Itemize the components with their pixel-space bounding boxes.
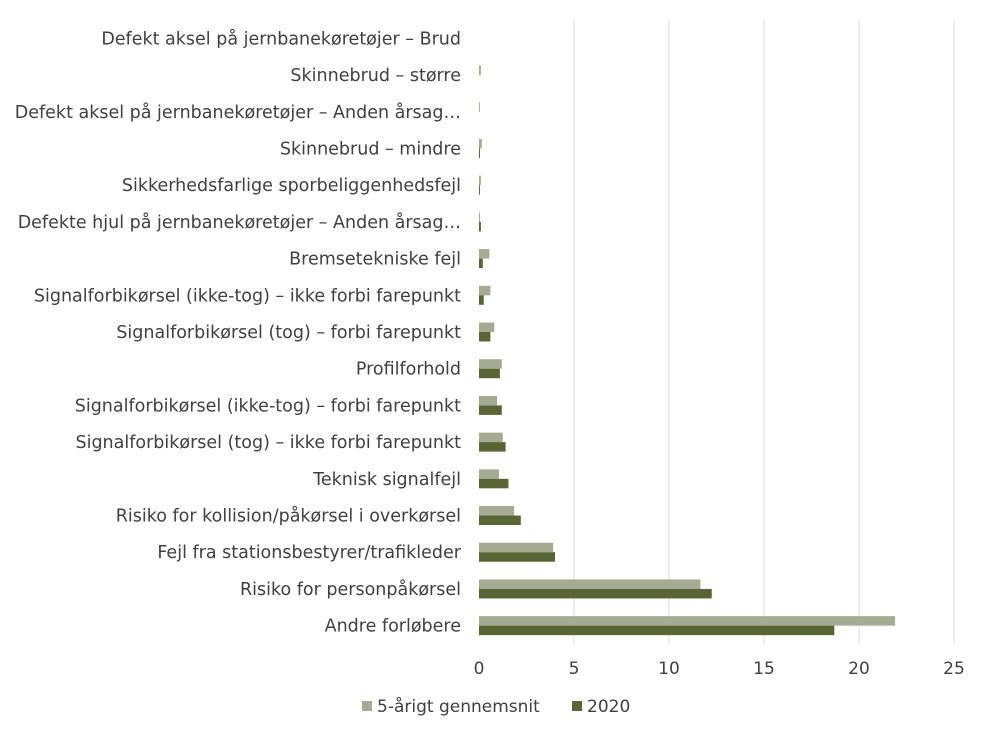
bar-2020	[479, 588, 712, 599]
category-label: Signalforbikørsel (ikke-tog) – forbi far…	[75, 396, 461, 416]
bar-5yr-avg	[479, 322, 495, 332]
x-tick-label: 20	[848, 659, 870, 679]
legend-label-5yr: 5-årigt gennemsnit	[377, 696, 540, 717]
bar-5yr-avg	[479, 249, 490, 259]
bar-5yr-avg	[479, 212, 480, 222]
legend: 5-årigt gennemsnit 2020	[362, 696, 630, 717]
bar-2020	[479, 552, 555, 562]
category-label: Profilforhold	[356, 360, 461, 380]
category-label: Skinnebrud – større	[290, 66, 461, 86]
bar-5yr-avg	[479, 285, 491, 296]
bar-2020	[479, 442, 506, 452]
category-label: Skinnebrud – mindre	[280, 139, 461, 159]
bar-2020	[479, 368, 500, 379]
bar-5yr-avg	[479, 579, 701, 589]
category-label: Teknisk signalfejl	[312, 470, 461, 490]
bar-2020	[479, 258, 483, 269]
bar-2020	[479, 148, 480, 158]
x-tick-label: 0	[474, 659, 485, 679]
bar-5yr-avg	[479, 616, 896, 626]
bar-5yr-avg	[479, 395, 498, 406]
bar-5yr-avg	[479, 432, 503, 443]
bar-5yr-avg	[479, 469, 499, 479]
bar-5yr-avg	[479, 65, 481, 76]
category-label: Risiko for personpåkørsel	[240, 579, 461, 600]
category-label: Signalforbikørsel (ikke-tog) – ikke forb…	[34, 286, 461, 306]
bar-2020	[479, 625, 835, 636]
x-tick-label: 10	[658, 659, 680, 679]
bar-5yr-avg	[479, 359, 502, 369]
category-label: Defekt aksel på jernbanekøretøjer – Brud	[101, 28, 461, 49]
bar-2020	[479, 332, 491, 342]
category-label: Defekte hjul på jernbanekøretøjer – Ande…	[18, 212, 461, 233]
x-tick-label: 25	[943, 659, 965, 679]
bar-5yr-avg	[479, 542, 554, 553]
bar-2020	[479, 185, 480, 195]
bars	[479, 65, 896, 636]
bar-2020	[479, 478, 509, 489]
legend-swatch-5yr	[362, 701, 372, 711]
category-labels: Defekt aksel på jernbanekøretøjer – Brud…	[15, 28, 462, 636]
category-label: Risiko for kollision/påkørsel i overkørs…	[116, 506, 461, 527]
x-tick-label: 15	[753, 659, 775, 679]
gridlines	[573, 20, 955, 644]
legend-swatch-2020	[572, 701, 582, 711]
bar-5yr-avg	[479, 506, 515, 516]
bar-2020	[479, 515, 521, 526]
category-label: Signalforbikørsel (tog) – ikke forbi far…	[75, 433, 461, 453]
bar-5yr-avg	[479, 175, 481, 186]
bar-5yr-avg	[479, 102, 480, 112]
category-label: Defekt aksel på jernbanekøretøjer – Ande…	[15, 102, 461, 123]
bar-2020	[479, 295, 484, 305]
bar-5yr-avg	[479, 138, 482, 149]
x-tick-label: 5	[569, 659, 580, 679]
x-axis-ticks: 0 5 10 15 20 25	[474, 659, 965, 679]
category-label: Andre forløbere	[325, 617, 461, 637]
bar-2020	[479, 405, 502, 415]
category-label: Fejl fra stationsbestyrer/trafikleder	[157, 543, 461, 563]
bar-2020	[479, 221, 481, 232]
category-label: Sikkerhedsfarlige sporbeliggenhedsfejl	[122, 176, 461, 196]
category-label: Bremsetekniske fejl	[289, 250, 461, 270]
legend-label-2020: 2020	[587, 697, 630, 717]
category-label: Signalforbikørsel (tog) – forbi farepunk…	[116, 323, 461, 343]
